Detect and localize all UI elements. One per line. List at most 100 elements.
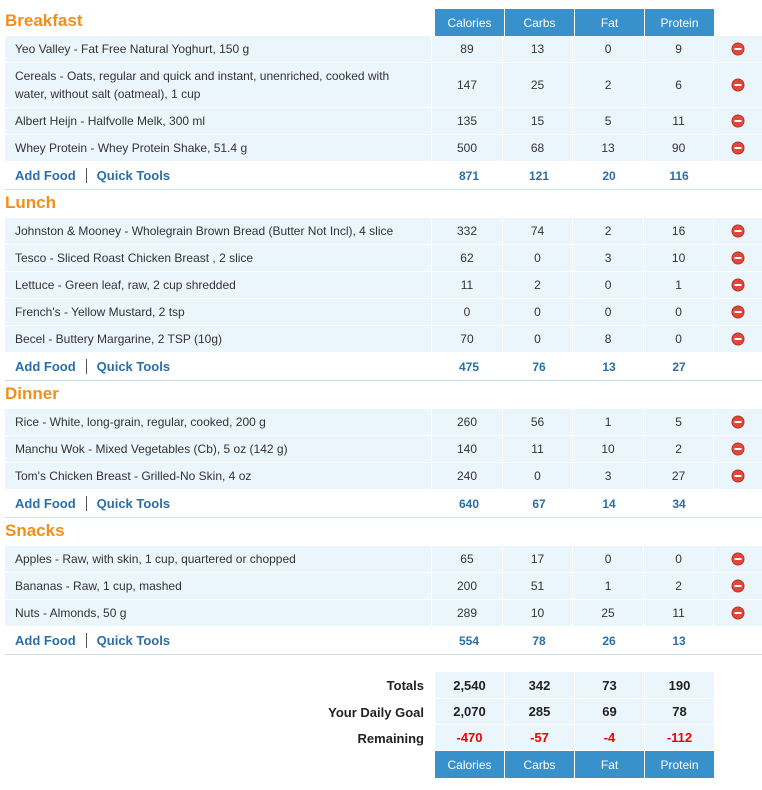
delete-button[interactable] (713, 135, 762, 161)
quick-tools-link[interactable]: Quick Tools (96, 496, 171, 511)
delete-button[interactable] (713, 245, 762, 271)
nutrient-value: 25 (572, 600, 643, 626)
delete-icon[interactable] (731, 305, 745, 319)
food-name[interactable]: Whey Protein - Whey Protein Shake, 51.4 … (15, 141, 248, 155)
delete-icon[interactable] (731, 442, 745, 456)
delete-icon[interactable] (731, 251, 745, 265)
food-row: Whey Protein - Whey Protein Shake, 51.4 … (5, 135, 762, 162)
delete-button[interactable] (713, 36, 762, 62)
delete-icon[interactable] (731, 78, 745, 92)
summary-label: Remaining (357, 730, 424, 746)
meal-total: 640 (458, 496, 480, 511)
food-name[interactable]: Lettuce - Green leaf, raw, 2 cup shredde… (15, 278, 236, 292)
food-name[interactable]: Tom's Chicken Breast - Grilled-No Skin, … (15, 469, 252, 483)
nutrient-value: 5 (572, 108, 643, 134)
meal-total: 26 (602, 633, 616, 648)
delete-button[interactable] (713, 326, 762, 352)
meal-title: Snacks (5, 521, 65, 540)
food-name[interactable]: Becel - Buttery Margarine, 2 TSP (10g) (15, 332, 222, 346)
meal-actions: Add Food Quick Tools (5, 162, 434, 189)
nutrient-value: 140 (431, 436, 502, 462)
nutrient-value: 1 (642, 272, 714, 298)
nutrient-value: 0 (572, 36, 643, 62)
add-food-link[interactable]: Add Food (15, 633, 76, 648)
delete-button[interactable] (713, 436, 762, 462)
delete-icon[interactable] (731, 332, 745, 346)
add-food-link[interactable]: Add Food (15, 168, 76, 183)
meal-total: 14 (602, 496, 616, 511)
quick-tools-link[interactable]: Quick Tools (96, 168, 171, 183)
food-name[interactable]: Albert Heijn - Halfvolle Melk, 300 ml (15, 114, 206, 128)
summary-value: 342 (504, 672, 574, 699)
meal-total: 78 (532, 633, 546, 648)
meal-total-row: Add Food Quick Tools 554 78 26 13 (5, 627, 762, 655)
food-name[interactable]: Manchu Wok - Mixed Vegetables (Cb), 5 oz… (15, 442, 288, 456)
delete-icon[interactable] (731, 469, 745, 483)
delete-icon[interactable] (731, 42, 745, 56)
nutrient-value: 0 (572, 272, 643, 298)
spacer (0, 751, 434, 778)
quick-tools-link[interactable]: Quick Tools (96, 359, 171, 374)
delete-button[interactable] (713, 218, 762, 244)
nutrient-value: 10 (642, 245, 714, 271)
meal-total: 27 (672, 359, 686, 374)
nutrient-value: 62 (431, 245, 502, 271)
delete-button[interactable] (713, 299, 762, 325)
meal-actions: Add Food Quick Tools (5, 353, 434, 380)
delete-icon[interactable] (731, 579, 745, 593)
meal-total-row: Add Food Quick Tools 871 121 20 116 (5, 162, 762, 190)
meal-total: 67 (532, 496, 546, 511)
delete-icon[interactable] (731, 278, 745, 292)
nutrient-value: 500 (431, 135, 502, 161)
column-header: Protein (644, 751, 714, 778)
food-row: Rice - White, long-grain, regular, cooke… (5, 409, 762, 436)
meal-actions: Add Food Quick Tools (5, 627, 434, 654)
food-name[interactable]: Yeo Valley - Fat Free Natural Yoghurt, 1… (15, 42, 250, 56)
meal-total: 20 (602, 168, 616, 183)
summary-value: 69 (574, 699, 644, 725)
add-food-link[interactable]: Add Food (15, 496, 76, 511)
meal-title: Breakfast (5, 11, 83, 30)
food-name[interactable]: Cereals - Oats, regular and quick and in… (15, 69, 390, 101)
nutrient-value: 0 (501, 463, 573, 489)
food-name[interactable]: Apples - Raw, with skin, 1 cup, quartere… (15, 552, 296, 566)
food-name[interactable]: Johnston & Mooney - Wholegrain Brown Bre… (15, 224, 394, 238)
meal-header: Dinner (0, 381, 762, 409)
delete-button[interactable] (713, 63, 762, 107)
delete-icon[interactable] (731, 141, 745, 155)
delete-icon[interactable] (731, 114, 745, 128)
add-food-link[interactable]: Add Food (15, 359, 76, 374)
nutrient-value: 1 (572, 409, 643, 435)
food-name[interactable]: Tesco - Sliced Roast Chicken Breast , 2 … (15, 251, 254, 265)
food-row: Tom's Chicken Breast - Grilled-No Skin, … (5, 463, 762, 490)
delete-button[interactable] (713, 272, 762, 298)
delete-icon[interactable] (731, 415, 745, 429)
summary-value: -57 (504, 725, 574, 751)
nutrient-value: 0 (642, 546, 714, 572)
food-name[interactable]: Bananas - Raw, 1 cup, mashed (15, 579, 182, 593)
delete-icon[interactable] (731, 552, 745, 566)
nutrient-value: 90 (642, 135, 714, 161)
nutrient-value: 3 (572, 463, 643, 489)
food-name[interactable]: Rice - White, long-grain, regular, cooke… (15, 415, 266, 429)
delete-button[interactable] (713, 463, 762, 489)
meal-total: 554 (458, 633, 480, 648)
summary-label: Totals (386, 678, 424, 693)
delete-button[interactable] (713, 546, 762, 572)
delete-icon[interactable] (731, 224, 745, 238)
nutrient-value: 56 (501, 409, 573, 435)
delete-button[interactable] (713, 600, 762, 626)
quick-tools-link[interactable]: Quick Tools (96, 633, 171, 648)
delete-button[interactable] (713, 108, 762, 134)
nutrient-value: 11 (642, 600, 714, 626)
nutrient-value: 2 (642, 436, 714, 462)
delete-button[interactable] (713, 573, 762, 599)
delete-icon[interactable] (731, 606, 745, 620)
food-name[interactable]: French's - Yellow Mustard, 2 tsp (15, 305, 185, 319)
meal-total: 121 (528, 168, 550, 183)
food-name[interactable]: Nuts - Almonds, 50 g (15, 606, 127, 620)
nutrient-value: 9 (642, 36, 714, 62)
delete-button[interactable] (713, 409, 762, 435)
